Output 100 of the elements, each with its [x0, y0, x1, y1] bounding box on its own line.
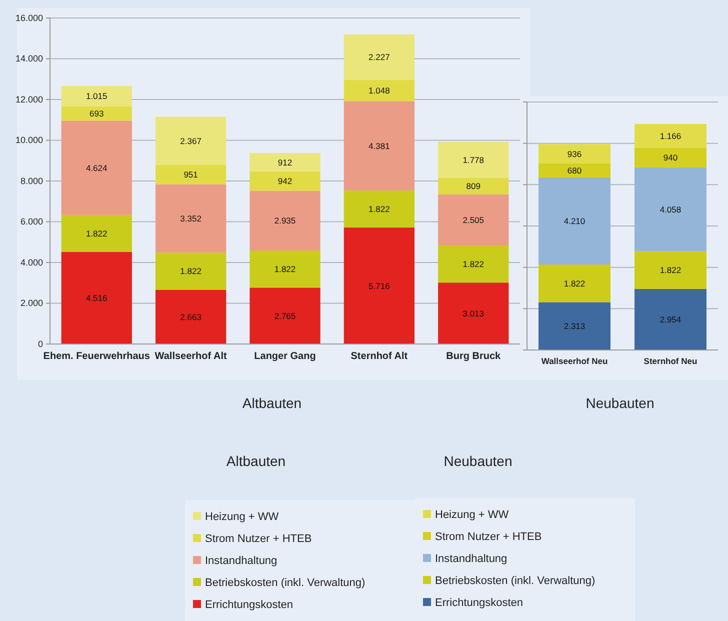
- x-axis-title: Altbauten: [242, 395, 302, 411]
- legend-label: Betriebskosten (inkl. Verwaltung): [435, 575, 596, 587]
- y-tick-label: 8.000: [20, 176, 43, 186]
- data-label: 1.822: [274, 264, 296, 274]
- data-label: 1.778: [462, 154, 484, 165]
- legend-label: Heizung + WW: [205, 511, 280, 523]
- x-tick-label: Sternhof Alt: [350, 351, 408, 362]
- data-label: 1.822: [660, 265, 682, 276]
- legend-label: Heizung + WW: [435, 509, 510, 521]
- data-label: 4.624: [86, 162, 108, 173]
- bar: [634, 288, 706, 350]
- bar: [250, 172, 320, 191]
- data-label: 2.765: [274, 310, 296, 321]
- bar: [250, 288, 320, 344]
- data-label: 1.822: [564, 278, 586, 288]
- bar: [61, 214, 132, 252]
- data-label: 2.935: [274, 216, 296, 226]
- data-label: 942: [278, 176, 292, 186]
- bar: [438, 194, 509, 246]
- data-label: 2.367: [180, 136, 202, 146]
- legend-label: Betriebskosten (inkl. Verwaltung): [205, 577, 366, 589]
- data-label: 936: [567, 148, 582, 159]
- bar: [538, 178, 611, 265]
- y-tick-label: 12.000: [15, 94, 43, 104]
- legend-label: Instandhaltung: [205, 555, 278, 567]
- y-tick-label: 2.000: [20, 298, 43, 308]
- bar: [634, 167, 706, 252]
- bar: [250, 152, 320, 172]
- bar: [344, 190, 415, 228]
- data-label: 2.505: [462, 214, 484, 225]
- bar: [250, 250, 320, 288]
- bar: [155, 290, 226, 344]
- bar: [538, 264, 611, 302]
- data-label: 3.352: [180, 213, 202, 224]
- data-label: 809: [466, 181, 481, 192]
- data-label: 4.381: [368, 140, 390, 151]
- data-label: 5.716: [368, 280, 390, 291]
- data-label: 4.516: [86, 292, 108, 303]
- data-label: 1.822: [368, 204, 390, 214]
- data-label: 4.058: [660, 204, 682, 214]
- x-tick-label: Burg Bruck: [446, 351, 502, 362]
- bar: [438, 142, 509, 178]
- y-tick-label: 6.000: [20, 216, 43, 227]
- data-label: 940: [663, 152, 678, 163]
- data-label: 912: [278, 157, 292, 168]
- legend-label: Instandhaltung: [435, 553, 508, 565]
- legend-title: Altbauten: [226, 453, 286, 469]
- bar: [438, 178, 509, 194]
- data-label: 3.013: [462, 308, 484, 318]
- data-label: 1.822: [86, 228, 108, 238]
- x-tick-label: Wallseerhof Alt: [154, 351, 228, 362]
- bar: [155, 252, 226, 290]
- data-label: 2.663: [180, 312, 202, 322]
- bar: [344, 228, 415, 344]
- data-label: 2.313: [564, 321, 586, 332]
- x-tick-label: Langer Gang: [254, 351, 316, 362]
- data-label: 2.954: [660, 314, 682, 324]
- bar: [538, 144, 611, 164]
- data-label: 1.166: [660, 130, 682, 141]
- y-tick-label: 14.000: [15, 54, 43, 64]
- data-label: 4.210: [564, 216, 586, 226]
- x-tick-label: Sternhof Neu: [644, 356, 698, 366]
- bar: [634, 251, 706, 289]
- x-axis-title: Neubauten: [586, 395, 654, 411]
- data-label: 693: [90, 108, 104, 119]
- y-tick-label: 4.000: [20, 257, 43, 268]
- legend-label: Errichtungskosten: [435, 597, 524, 609]
- data-label: 1.822: [462, 259, 484, 270]
- bar: [634, 148, 706, 168]
- y-tick-label: 10.000: [15, 135, 43, 146]
- bar: [344, 34, 415, 80]
- data-label: 2.227: [368, 52, 390, 62]
- bar: [155, 184, 226, 253]
- bar: [538, 302, 611, 350]
- legend-title: Neubauten: [444, 453, 512, 469]
- bar: [438, 282, 509, 344]
- data-label: 1.822: [180, 266, 202, 276]
- bar: [155, 164, 226, 184]
- bar: [438, 245, 509, 283]
- bar: [61, 86, 132, 107]
- bar: [250, 190, 320, 251]
- bar: [344, 101, 415, 190]
- data-label: 1.048: [368, 85, 390, 96]
- x-tick-label: Wallseerhof Neu: [541, 356, 608, 366]
- bar: [61, 106, 132, 121]
- legend-label: Strom Nutzer + HTEB: [435, 531, 542, 543]
- bar: [61, 252, 132, 344]
- bar: [634, 124, 706, 148]
- bar: [344, 80, 415, 102]
- data-label: 1.015: [86, 91, 108, 102]
- bar: [61, 120, 132, 215]
- data-label: 951: [184, 170, 198, 180]
- x-tick-label: Ehem. Feuerwehrhaus: [43, 351, 150, 362]
- bar: [538, 163, 611, 178]
- legend-label: Strom Nutzer + HTEB: [205, 533, 312, 545]
- legend-label: Errichtungskosten: [205, 599, 294, 611]
- bar: [155, 116, 226, 165]
- data-label: 680: [567, 166, 582, 176]
- y-tick-label: 16.000: [15, 12, 43, 23]
- y-tick-label: 0: [38, 338, 43, 349]
